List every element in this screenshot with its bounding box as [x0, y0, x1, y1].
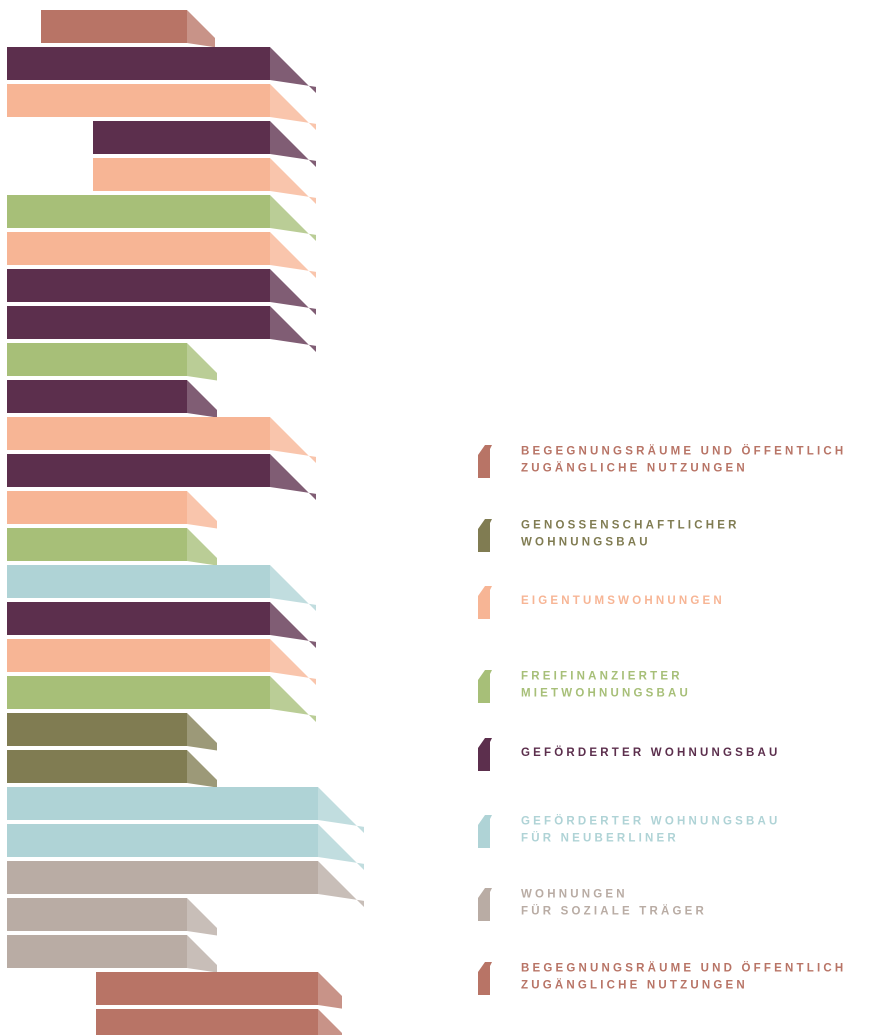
legend-label: BEGEGNUNGSRÄUME UND ÖFFENTLICH — [521, 962, 846, 975]
floor-side — [187, 343, 217, 381]
floor — [7, 417, 270, 450]
floor — [7, 47, 270, 80]
floor-side — [187, 750, 217, 788]
legend-icon — [478, 815, 492, 848]
floor — [7, 750, 187, 783]
legend-icon — [478, 962, 492, 995]
floor — [7, 454, 270, 487]
floor-side — [270, 84, 316, 130]
floor-side — [270, 565, 316, 611]
floor-side — [270, 639, 316, 685]
floor-side — [270, 195, 316, 241]
legend-label: WOHNUNGEN — [521, 889, 628, 901]
floor — [7, 602, 270, 635]
floor — [7, 491, 187, 524]
floor — [7, 380, 187, 413]
floor — [7, 898, 187, 931]
floor-side — [187, 935, 217, 973]
floor-side — [187, 528, 217, 566]
floor-side — [270, 602, 316, 648]
legend-label: GEFÖRDERTER WOHNUNGSBAU — [521, 815, 781, 828]
legend-label: FREIFINANZIERTER — [521, 671, 683, 683]
floor-side — [187, 713, 217, 751]
floor — [41, 10, 187, 43]
floor-side — [318, 861, 364, 907]
floor — [7, 824, 318, 857]
building — [7, 10, 364, 1035]
floor-side — [270, 454, 316, 500]
floor — [7, 861, 318, 894]
floor — [96, 1009, 318, 1035]
floor-side — [270, 121, 316, 167]
legend: BEGEGNUNGSRÄUME UND ÖFFENTLICH ZUGÄNGLICH… — [478, 445, 846, 995]
floor — [7, 787, 318, 820]
legend-icon — [478, 670, 492, 703]
legend-label: EIGENTUMSWOHNUNGEN — [521, 595, 725, 607]
floor-side — [270, 417, 316, 463]
floor — [7, 935, 187, 968]
legend-label: GEFÖRDERTER WOHNUNGSBAU — [521, 746, 781, 759]
floor-side — [270, 306, 316, 352]
floor-side — [318, 787, 364, 833]
legend-label: FÜR SOZIALE TRÄGER — [521, 905, 707, 918]
floor-side — [187, 10, 215, 48]
legend-icon — [478, 586, 492, 619]
floor — [7, 232, 270, 265]
floor — [7, 343, 187, 376]
floor — [7, 306, 270, 339]
floor — [7, 269, 270, 302]
floor-side — [318, 824, 364, 870]
floor — [96, 972, 318, 1005]
floor-side — [187, 380, 217, 418]
floor-side — [187, 898, 217, 936]
floor — [7, 84, 270, 117]
floor — [7, 639, 270, 672]
legend-label: BEGEGNUNGSRÄUME UND ÖFFENTLICH — [521, 445, 846, 458]
legend-label: ZUGÄNGLICHE NUTZUNGEN — [521, 462, 748, 475]
floor-side — [270, 158, 316, 204]
floor — [93, 158, 270, 191]
floor — [7, 565, 270, 598]
floor-side — [318, 972, 342, 1009]
legend-icon — [478, 888, 492, 921]
floor-side — [270, 47, 316, 93]
floor-side — [318, 1009, 342, 1035]
legend-icon — [478, 519, 492, 552]
floor-side — [270, 269, 316, 315]
legend-label: FÜR NEUBERLINER — [521, 832, 679, 845]
floor — [7, 713, 187, 746]
floor-side — [270, 676, 316, 722]
legend-icon — [478, 445, 492, 478]
floor-side — [270, 232, 316, 278]
floor — [7, 676, 270, 709]
floor — [93, 121, 270, 154]
floor-side — [187, 491, 217, 529]
legend-label: WOHNUNGSBAU — [521, 537, 651, 549]
legend-icon — [478, 738, 492, 771]
legend-label: GENOSSENSCHAFTLICHER — [521, 520, 740, 532]
legend-label: ZUGÄNGLICHE NUTZUNGEN — [521, 979, 748, 992]
floor — [7, 195, 270, 228]
floor — [7, 528, 187, 561]
legend-label: MIETWOHNUNGSBAU — [521, 688, 691, 700]
